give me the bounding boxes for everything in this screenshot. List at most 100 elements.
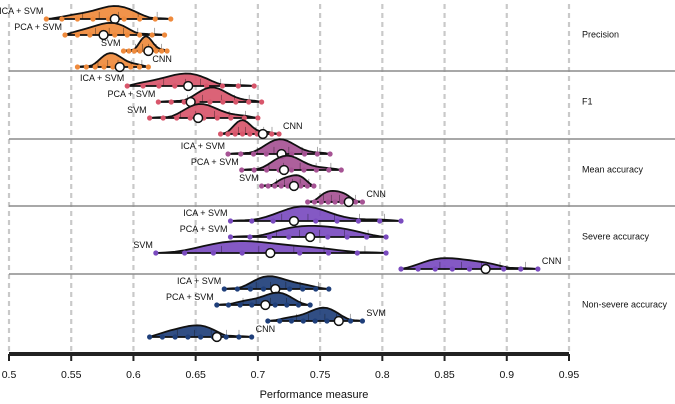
- x-tick-label: 0.9: [499, 369, 514, 381]
- data-point: [246, 99, 252, 105]
- data-point: [284, 302, 290, 308]
- data-point: [241, 115, 247, 121]
- metric-labels: Precision F1 Mean accuracy Severe accuracy N…: [582, 29, 668, 309]
- method-label: CNN: [256, 324, 276, 334]
- x-tick-label: 0.55: [61, 369, 82, 381]
- data-point: [210, 250, 216, 256]
- data-point: [355, 218, 361, 224]
- method-label: ICA + SVM: [183, 208, 227, 218]
- data-point: [136, 64, 143, 70]
- data-point: [234, 286, 240, 292]
- data-point: [270, 218, 276, 224]
- data-point: [59, 16, 65, 22]
- median-marker: [278, 164, 290, 176]
- median-marker: [480, 263, 491, 275]
- method-label: SVM: [101, 38, 121, 48]
- data-point: [217, 131, 224, 137]
- data-point: [288, 318, 295, 324]
- data-point: [266, 234, 272, 240]
- method-label: SVM: [133, 240, 153, 250]
- data-point: [276, 131, 282, 137]
- data-point: [259, 183, 265, 189]
- data-point: [312, 318, 318, 324]
- data-point: [304, 183, 310, 189]
- data-point: [265, 318, 271, 324]
- data-point: [120, 48, 127, 54]
- data-point: [160, 115, 166, 121]
- data-point: [225, 151, 231, 157]
- data-point: [265, 183, 271, 189]
- data-point: [301, 167, 307, 173]
- x-tick-label: 0.5: [2, 369, 17, 381]
- data-point: [137, 16, 143, 22]
- method-label: SVM: [239, 173, 259, 183]
- x-tick-label: 0.75: [310, 369, 331, 381]
- data-point: [236, 334, 242, 340]
- data-point: [92, 64, 98, 70]
- data-point: [326, 286, 332, 292]
- data-point: [518, 266, 524, 272]
- data-point: [87, 32, 93, 38]
- data-point: [251, 83, 257, 89]
- data-point: [235, 83, 241, 89]
- data-point: [152, 16, 158, 22]
- data-point: [398, 218, 404, 224]
- method-label: SVM: [127, 105, 147, 115]
- method-label: CNN: [283, 121, 303, 131]
- median-marker: [257, 128, 269, 140]
- data-point: [383, 250, 389, 256]
- method-label: CNN: [542, 256, 562, 266]
- data-point: [145, 64, 151, 70]
- method-label: PCA + SVM: [166, 292, 214, 302]
- x-axis-label: Performance measure: [260, 389, 369, 401]
- data-point: [449, 266, 455, 272]
- data-point: [255, 115, 261, 121]
- data-point: [90, 16, 96, 22]
- data-point: [168, 16, 174, 22]
- data-point: [359, 199, 366, 205]
- data-point: [140, 83, 146, 89]
- x-axis: 0.5 0.55 0.6 0.65 0.7 0.75 0.8 0.85 0.9 0.95: [2, 352, 580, 381]
- method-label: ICA + SVM: [181, 141, 225, 151]
- data-point: [383, 234, 389, 240]
- x-tick-label: 0.95: [559, 369, 580, 381]
- data-point: [327, 151, 333, 157]
- median-marker: [305, 231, 316, 243]
- data-point: [227, 218, 234, 224]
- data-point: [298, 183, 304, 189]
- data-point: [239, 167, 245, 173]
- data-point: [147, 334, 153, 340]
- data-point: [128, 64, 134, 70]
- method-label: PCA + SVM: [14, 22, 62, 32]
- data-point: [344, 234, 350, 240]
- data-point: [300, 286, 306, 292]
- data-point: [159, 48, 165, 54]
- data-point: [62, 32, 68, 38]
- data-point: [110, 64, 116, 70]
- data-point: [225, 131, 231, 137]
- data-point: [74, 32, 81, 38]
- median-marker: [183, 80, 194, 92]
- method-label: ICA + SVM: [177, 276, 221, 286]
- data-point: [214, 115, 220, 121]
- data-point: [164, 48, 170, 54]
- data-point: [272, 302, 278, 308]
- data-point: [149, 32, 155, 38]
- metric-label: Non-severe accuracy: [582, 299, 668, 309]
- data-point: [187, 115, 193, 121]
- data-point: [124, 32, 130, 38]
- data-point: [251, 167, 257, 173]
- metric-label: F1: [582, 96, 593, 106]
- data-point: [313, 218, 319, 224]
- data-point: [153, 250, 159, 256]
- data-point: [137, 48, 143, 54]
- data-point: [264, 167, 270, 173]
- data-point: [155, 99, 161, 105]
- data-point: [185, 334, 191, 340]
- data-point: [83, 64, 89, 70]
- method-label: CNN: [366, 189, 386, 199]
- data-point: [239, 131, 246, 137]
- data-point: [377, 218, 383, 224]
- median-marker: [288, 180, 300, 192]
- data-point: [172, 83, 178, 89]
